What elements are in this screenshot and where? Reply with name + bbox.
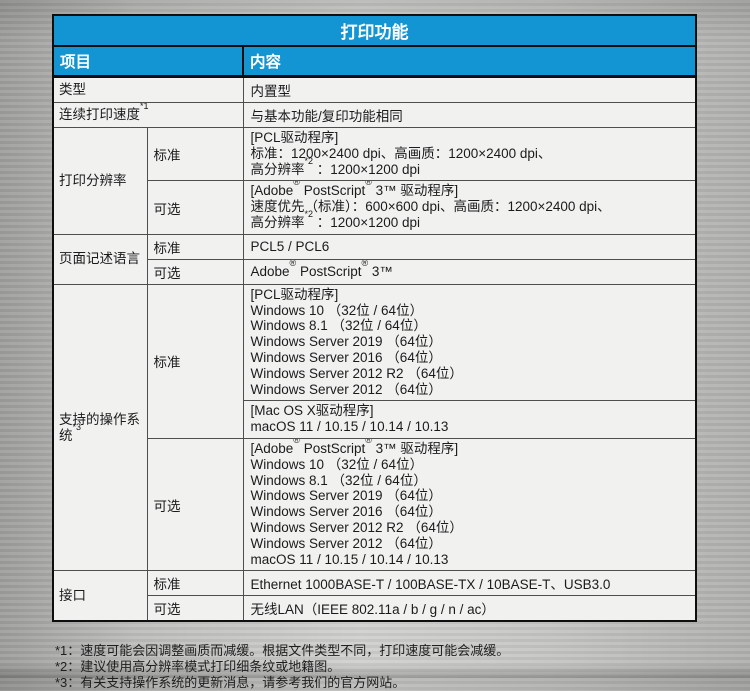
pdl-standard-label: 标准 <box>146 233 244 260</box>
interface-optional-label: 可选 <box>146 595 244 622</box>
os-standard-mac-value: [Mac OS X驱动程序] macOS 11 / 10.15 / 10.14 … <box>242 400 697 439</box>
row-print-speed-value: 与基本功能/复印功能相同 <box>242 102 697 128</box>
spec-sheet: 打印功能 项目 内容 类型 内置型 连续打印速度*1 与基本功能/复印功能相同 … <box>52 14 697 691</box>
spec-line: macOS 11 / 10.15 / 10.14 / 10.13 <box>250 419 449 435</box>
row-pdl-optional: 可选 Adobe® PostScript® 3™ <box>53 258 697 285</box>
row-print-speed: 连续打印速度*1 与基本功能/复印功能相同 <box>52 102 697 128</box>
resolution-optional-label: 可选 <box>146 180 244 235</box>
resolution-standard-label: 标准 <box>146 126 244 182</box>
pdl-standard-value: PCL5 / PCL6 <box>242 233 697 260</box>
row-os-label: 支持的操作系统*3 <box>52 283 148 572</box>
os-standard-label: 标准 <box>146 283 244 439</box>
resolution-optional-value: [Adobe® PostScript® 3™ 驱动程序] 速度优先（标准）：60… <box>242 180 697 235</box>
row-pdl-label: 页面记述语言 <box>52 233 148 285</box>
row-print-speed-label: 连续打印速度*1 <box>52 102 244 128</box>
interface-standard-value: Ethernet 1000BASE-T / 100BASE-TX / 10BAS… <box>242 570 697 597</box>
spec-line: Windows 8.1 （32位 / 64位） <box>250 472 427 488</box>
spec-line: macOS 11 / 10.15 / 10.14 / 10.13 <box>250 551 449 567</box>
footnote-1: *1：速度可能会因调整画质而减缓。根据文件类型不同，打印速度可能会减缓。 <box>55 643 510 659</box>
row-os-optional: 可选 [Adobe® PostScript® 3™ 驱动程序] Windows … <box>53 437 697 572</box>
row-resolution-standard: 打印分辨率 标准 [PCL驱动程序] 标准：1200×2400 dpi、高画质：… <box>52 126 697 235</box>
row-type-value: 内置型 <box>242 76 697 103</box>
spec-line: Windows Server 2019 （64位） <box>250 334 442 350</box>
row-os-standard-pcl: 支持的操作系统*3 标准 [PCL驱动程序] Windows 10 （32位 /… <box>52 283 697 572</box>
row-resolution-optional: 可选 [Adobe® PostScript® 3™ 驱动程序] 速度优先（标准）… <box>53 180 697 235</box>
spec-line: [Adobe® PostScript® 3™ 驱动程序] <box>250 180 459 199</box>
footnotes: *1：速度可能会因调整画质而减缓。根据文件类型不同，打印速度可能会减缓。 *2：… <box>52 643 697 691</box>
spec-line: Windows Server 2019 （64位） <box>250 488 442 504</box>
spec-line: 速度优先（标准）：600×600 dpi、高画质：1200×2400 dpi、 <box>250 199 611 215</box>
row-interface-standard: 接口 标准 Ethernet 1000BASE-T / 100BASE-TX /… <box>52 570 697 622</box>
spec-line: Windows Server 2012 （64位） <box>250 381 442 397</box>
os-standard-pcl-value: [PCL驱动程序] Windows 10 （32位 / 64位） Windows… <box>242 283 697 402</box>
os-optional-label: 可选 <box>146 437 244 572</box>
row-os-standard-mac: [Mac OS X驱动程序] macOS 11 / 10.15 / 10.14 … <box>53 400 697 439</box>
spec-line: Windows Server 2016 （64位） <box>250 504 442 520</box>
spec-line: 高分辨率*2 ：1200×1200 dpi <box>250 208 420 230</box>
spec-line: Windows Server 2012 R2 （64位） <box>250 365 463 381</box>
spec-line: Windows Server 2012 （64位） <box>250 535 442 551</box>
footnote-2: *2：建议使用高分辨率模式打印细条纹或地籍图。 <box>55 659 341 675</box>
spec-line: [PCL驱动程序] <box>250 130 339 145</box>
row-interface-label: 接口 <box>52 570 148 622</box>
spec-line: Windows 10 （32位 / 64位） <box>250 456 424 472</box>
print-function-table: 打印功能 项目 内容 类型 内置型 连续打印速度*1 与基本功能/复印功能相同 … <box>52 14 697 623</box>
spec-line: Windows 10 （32位 / 64位） <box>250 302 424 318</box>
interface-optional-value: 无线LAN（IEEE 802.11a / b / g / n / ac） <box>242 595 697 622</box>
spec-line: [Adobe® PostScript® 3™ 驱动程序] <box>250 438 459 456</box>
spec-line: Windows Server 2012 R2 （64位） <box>250 519 463 535</box>
os-optional-value: [Adobe® PostScript® 3™ 驱动程序] Windows 10 … <box>242 437 697 572</box>
column-header-item: 项目 <box>52 45 244 78</box>
interface-standard-label: 标准 <box>146 570 244 597</box>
row-type: 类型 内置型 <box>52 76 697 103</box>
pdl-optional-label: 可选 <box>146 258 244 285</box>
spec-line: 标准：1200×2400 dpi、高画质：1200×2400 dpi、 <box>250 145 552 161</box>
spec-line: [Mac OS X驱动程序] <box>250 403 374 419</box>
spec-line: Windows Server 2016 （64位） <box>250 349 442 365</box>
table-title: 打印功能 <box>52 14 697 47</box>
spec-line: 高分辨率*2 ：1200×1200 dpi <box>250 155 420 177</box>
row-interface-optional: 可选 无线LAN（IEEE 802.11a / b / g / n / ac） <box>53 595 697 622</box>
spec-line: Windows 8.1 （32位 / 64位） <box>250 318 427 334</box>
column-header-content: 内容 <box>242 45 697 78</box>
spec-line: [PCL驱动程序] <box>250 286 339 302</box>
pdl-optional-value: Adobe® PostScript® 3™ <box>242 258 697 285</box>
row-pdl-standard: 页面记述语言 标准 PCL5 / PCL6 <box>52 233 697 285</box>
row-resolution-label: 打印分辨率 <box>52 127 148 235</box>
row-type-label: 类型 <box>52 76 244 103</box>
resolution-standard-value: [PCL驱动程序] 标准：1200×2400 dpi、高画质：1200×2400… <box>242 126 697 182</box>
